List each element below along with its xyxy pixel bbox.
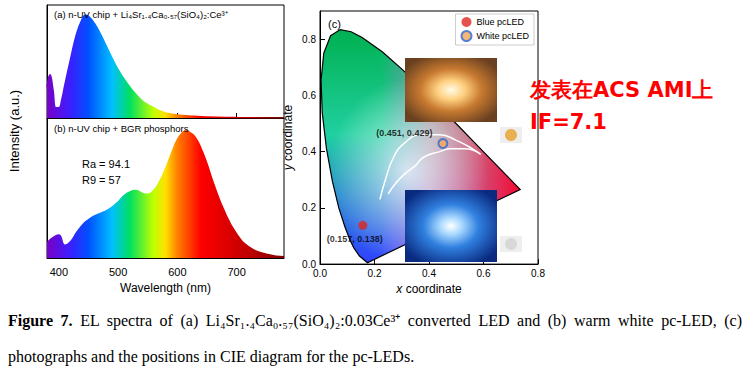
- svg-text:Blue pcLED: Blue pcLED: [476, 17, 524, 27]
- svg-text:White pcLED: White pcLED: [476, 31, 529, 41]
- svg-text:(b) n-UV chip + BGR phosphors: (b) n-UV chip + BGR phosphors: [54, 123, 189, 134]
- svg-text:(c): (c): [328, 18, 341, 30]
- svg-text:600: 600: [168, 266, 186, 278]
- svg-text:x: x: [396, 282, 403, 296]
- svg-text:Intensity (a.u.): Intensity (a.u.): [7, 90, 22, 172]
- html-text:发表在ACS AMI上: 发表在ACS AMI上: [530, 78, 714, 102]
- svg-text:0.8: 0.8: [302, 34, 316, 45]
- svg-text:0.6: 0.6: [302, 90, 316, 101]
- svg-text:700: 700: [227, 266, 245, 278]
- svg-text:0.0: 0.0: [313, 268, 327, 279]
- svg-text:R9 = 57: R9 = 57: [82, 174, 121, 186]
- svg-text:0.4: 0.4: [302, 146, 316, 157]
- svg-text:0.6: 0.6: [477, 268, 491, 279]
- svg-text:0.4: 0.4: [422, 268, 436, 279]
- svg-text:Ra = 94.1: Ra = 94.1: [82, 158, 130, 170]
- svg-text:400: 400: [50, 266, 68, 278]
- html-text:IF=7.1: IF=7.1: [530, 110, 607, 134]
- svg-text:y: y: [281, 164, 295, 171]
- html-text:Figure 7. EL spectra of (a) Li: Figure 7. EL spectra of (a) Li₄Sr₁.₄Ca₀.…: [8, 312, 742, 365]
- svg-text:coordinate: coordinate: [402, 282, 462, 296]
- svg-text:Wavelength (nm): Wavelength (nm): [120, 281, 211, 295]
- svg-text:(0.451, 0.429): (0.451, 0.429): [376, 128, 432, 138]
- svg-text:(a) n-UV chip + Li₄Sr₁.₄Ca₀.₅₇: (a) n-UV chip + Li₄Sr₁.₄Ca₀.₅₇(SiO₄)₂:Ce…: [54, 9, 228, 20]
- svg-text:500: 500: [109, 266, 127, 278]
- svg-text:coordinate: coordinate: [281, 105, 295, 165]
- svg-text:0.2: 0.2: [368, 268, 382, 279]
- svg-text:0.8: 0.8: [531, 268, 545, 279]
- svg-text:0.0: 0.0: [302, 258, 316, 270]
- svg-text:(0.157, 0.138): (0.157, 0.138): [327, 234, 383, 244]
- svg-text:0.2: 0.2: [302, 202, 316, 213]
